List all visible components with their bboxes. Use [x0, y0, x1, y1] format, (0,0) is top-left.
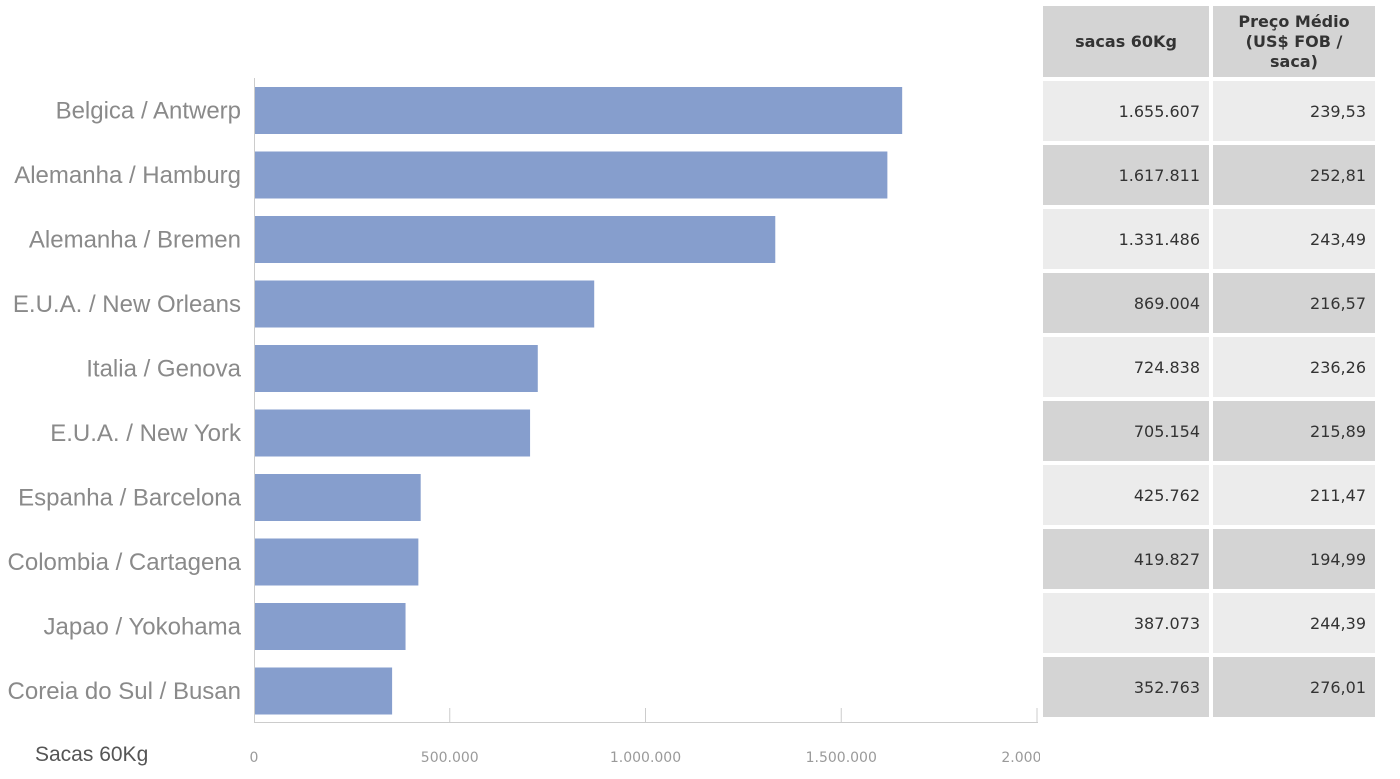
category-label: E.U.A. / New Orleans: [13, 291, 241, 318]
x-tick-label: 0: [250, 750, 259, 766]
table-header-preco: Preço Médio (US$ FOB / saca): [1213, 6, 1375, 77]
x-tick-label: 1.500.000: [806, 750, 877, 766]
table-cell-sacas: 1.331.486: [1043, 209, 1209, 269]
bars-group: [254, 87, 903, 715]
table-cell-preco: 211,47: [1213, 465, 1375, 525]
table-cell-sacas: 705.154: [1043, 401, 1209, 461]
category-label: Colombia / Cartagena: [8, 549, 242, 576]
x-tick-label: 500.000: [421, 750, 479, 766]
bar: [254, 667, 393, 715]
table-cell-sacas: 352.763: [1043, 657, 1209, 717]
table-cell-sacas: 419.827: [1043, 529, 1209, 589]
bar: [254, 151, 888, 199]
header-line: Preço Médio: [1238, 11, 1350, 31]
table-cell-preco: 239,53: [1213, 81, 1375, 141]
x-ticks: 0 500.000 1.000.000 1.500.000 2.000.000: [250, 708, 1040, 766]
bar: [254, 87, 903, 134]
bar: [254, 603, 406, 650]
category-label: Alemanha / Bremen: [29, 227, 241, 254]
table-row: 1.617.811 252,81: [1043, 145, 1375, 205]
bar: [254, 409, 531, 457]
x-tick-label: 1.000.000: [610, 750, 681, 766]
table-row: 419.827 194,99: [1043, 529, 1375, 589]
table-cell-preco: 276,01: [1213, 657, 1375, 717]
table-cell-sacas: 1.617.811: [1043, 145, 1209, 205]
table-cell-sacas: 1.655.607: [1043, 81, 1209, 141]
table-row: 352.763 276,01: [1043, 657, 1375, 717]
category-label: Italia / Genova: [86, 356, 241, 383]
table-body: 1.655.607 239,53 1.617.811 252,81 1.331.486 2…: [1043, 81, 1375, 717]
bar: [254, 538, 419, 586]
data-table: sacas 60Kg Preço Médio (US$ FOB / saca) 1…: [1039, 2, 1379, 721]
table-cell-preco: 194,99: [1213, 529, 1375, 589]
table-cell-preco: 252,81: [1213, 145, 1375, 205]
table-cell-preco: 215,89: [1213, 401, 1375, 461]
category-label: E.U.A. / New York: [50, 420, 242, 447]
x-axis-title: Sacas 60Kg: [35, 743, 148, 766]
table-cell-preco: 244,39: [1213, 593, 1375, 653]
bar: [254, 216, 776, 263]
table-cell-preco: 236,26: [1213, 337, 1375, 397]
table-cell-sacas: 387.073: [1043, 593, 1209, 653]
table-row: 1.655.607 239,53: [1043, 81, 1375, 141]
table-row: 724.838 236,26: [1043, 337, 1375, 397]
bar: [254, 280, 595, 328]
bar-chart: Belgica / Antwerp Alemanha / Hamburg Alema…: [8, 78, 1040, 766]
table-cell-sacas: 425.762: [1043, 465, 1209, 525]
category-label: Espanha / Barcelona: [18, 485, 241, 512]
table-header-sacas: sacas 60Kg: [1043, 6, 1209, 77]
table-cell-sacas: 869.004: [1043, 273, 1209, 333]
category-labels: Belgica / Antwerp Alemanha / Hamburg Alema…: [8, 98, 242, 706]
table-row: 387.073 244,39: [1043, 593, 1375, 653]
bar: [254, 345, 538, 392]
x-tick-label: 2.000.000: [1001, 750, 1040, 766]
table-cell-preco: 243,49: [1213, 209, 1375, 269]
category-label: Japao / Yokohama: [44, 614, 242, 641]
table-header-row: sacas 60Kg Preço Médio (US$ FOB / saca): [1043, 6, 1375, 77]
bar: [254, 474, 421, 521]
table-row: 869.004 216,57: [1043, 273, 1375, 333]
header-line: (US$ FOB / saca): [1245, 31, 1343, 71]
table-row: 425.762 211,47: [1043, 465, 1375, 525]
category-label: Coreia do Sul / Busan: [8, 678, 241, 705]
category-label: Alemanha / Hamburg: [14, 162, 241, 189]
category-label: Belgica / Antwerp: [56, 98, 241, 125]
table-cell-preco: 216,57: [1213, 273, 1375, 333]
table-row: 705.154 215,89: [1043, 401, 1375, 461]
table-cell-sacas: 724.838: [1043, 337, 1209, 397]
table-row: 1.331.486 243,49: [1043, 209, 1375, 269]
